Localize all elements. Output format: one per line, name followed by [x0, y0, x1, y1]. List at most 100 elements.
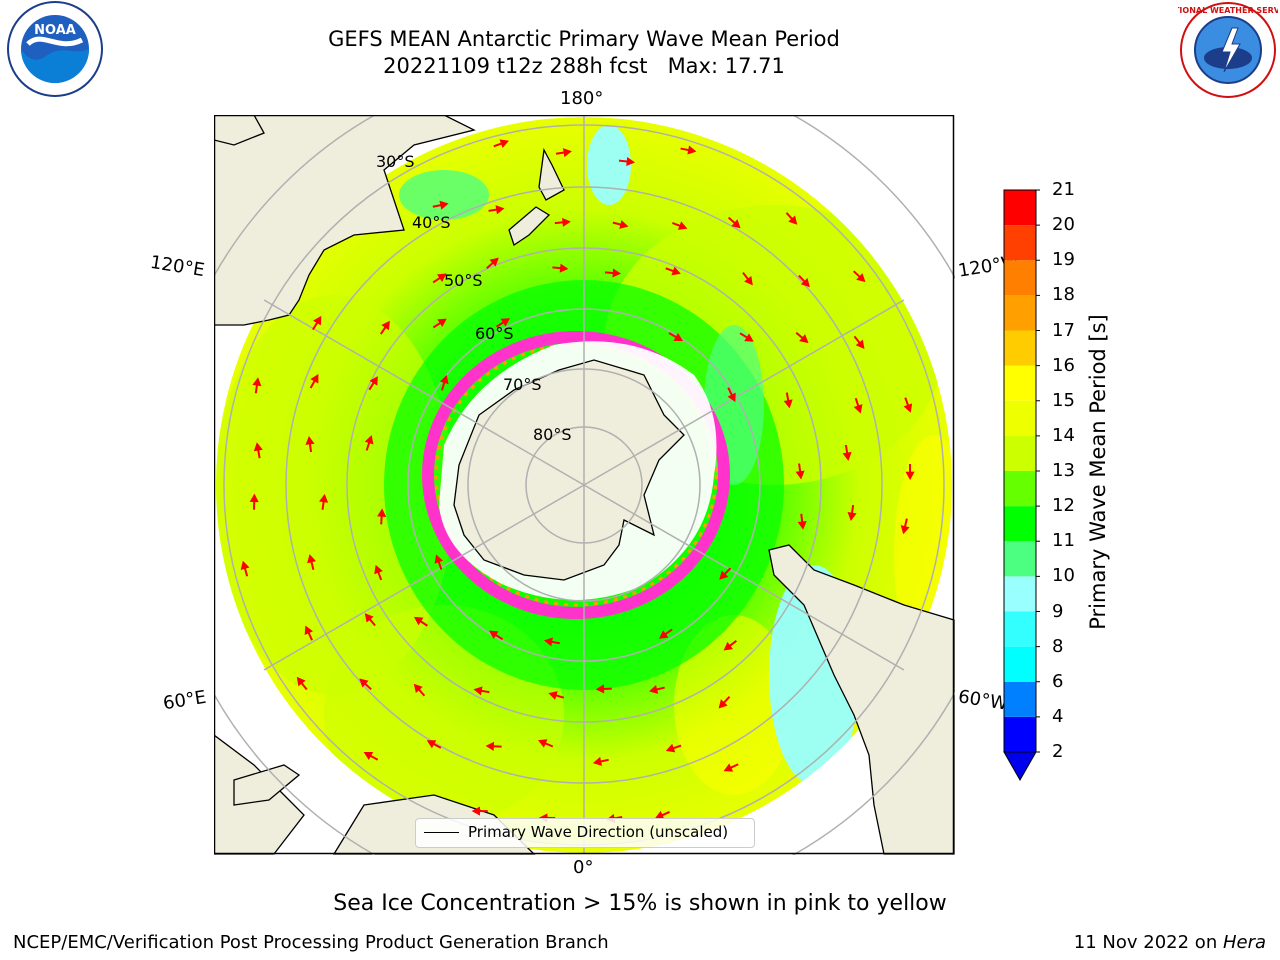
wave-arrow-head [310, 373, 319, 384]
lon-label-0: 0° [573, 857, 594, 878]
colorbar-ticks [1036, 189, 1040, 753]
wave-arrow-head [687, 145, 697, 155]
wave-arrow-head [562, 217, 571, 227]
colorbar-tick-label: 20 [1052, 214, 1075, 236]
wave-arrow-head [364, 435, 374, 445]
colorbar-tick-label: 10 [1052, 565, 1075, 587]
colorbar-cell [1004, 716, 1036, 752]
wave-arrow-head [719, 570, 729, 580]
wave-arrow-head [369, 376, 378, 386]
noaa-logo-text: NOAA [34, 23, 76, 38]
lon-label-120e: 120°E [148, 251, 207, 282]
colorbar-cell [1004, 576, 1036, 612]
lat-label-40s: 40°S [412, 213, 451, 232]
wave-arrow-head [489, 630, 499, 640]
wave-arrow-head [800, 278, 810, 288]
wave-arrow-head [437, 273, 447, 282]
wave-arrow-head [381, 320, 390, 331]
wave-arrow-head [595, 684, 605, 694]
chart-subtitle: 20221109 t12z 288h fcst Max: 17.71 [383, 54, 785, 78]
colorbar-tick-label: 18 [1052, 284, 1075, 306]
lon-label-60e: 60°E [161, 686, 208, 715]
wave-arrow-head [853, 404, 863, 414]
wave-arrow-head [495, 205, 505, 215]
lat-label-80s: 80°S [533, 425, 572, 444]
colorbar-cell [1004, 471, 1036, 507]
wave-arrow-head [673, 332, 684, 341]
colorbar-cell [1004, 295, 1036, 331]
colorbar-cell [1004, 225, 1036, 261]
wave-arrow-head [842, 451, 852, 461]
wave-arrow-head [377, 508, 387, 517]
lat-label-70s: 70°S [503, 375, 542, 394]
colorbar-cell [1004, 365, 1036, 401]
footer-credit: NCEP/EMC/Verification Post Processing Pr… [13, 932, 609, 953]
colorbar-cell [1004, 681, 1036, 717]
wave-arrow-head [296, 676, 306, 687]
wave-arrow-head [797, 520, 807, 530]
wave-arrow-head [855, 339, 865, 349]
lat-label-60s: 60°S [475, 324, 514, 343]
wave-arrow-head [677, 221, 688, 230]
colorbar-tick-label: 9 [1052, 600, 1064, 622]
wave-arrow-head [795, 470, 805, 480]
wave-arrow-head [253, 442, 263, 452]
wave-arrow-head [727, 392, 736, 403]
wave-arrow-head [359, 678, 369, 688]
colorbar-tick-label: 4 [1052, 705, 1064, 727]
wave-arrow-head [903, 403, 913, 413]
wave-arrow-head [847, 512, 857, 521]
australia-land [214, 115, 476, 326]
wave-arrow-head [619, 220, 629, 229]
wave-arrow-head [658, 630, 669, 639]
sea-ice-note: Sea Ice Concentration > 15% is shown in … [333, 891, 947, 916]
wave-arrow-head [665, 743, 676, 753]
colorbar [1003, 189, 1040, 782]
wave-arrow-head [626, 156, 636, 167]
wave-arrow-head [499, 139, 509, 148]
colorbar-cell [1004, 400, 1036, 436]
colorbar-tick-label: 17 [1052, 319, 1075, 341]
wave-arrow-head [723, 641, 733, 651]
wave-arrow-head [473, 686, 483, 696]
colorbar-cell [1004, 506, 1036, 542]
wave-arrow-head [249, 493, 259, 503]
colorbar-cell [1004, 541, 1036, 577]
wave-arrow-head [313, 315, 322, 326]
colorbar-tick-label: 15 [1052, 389, 1075, 411]
chart-title: GEFS MEAN Antarctic Primary Wave Mean Pe… [328, 27, 840, 51]
nws-logo-text: NATIONAL WEATHER SERVICE [1178, 6, 1278, 15]
wave-arrow-head [240, 560, 250, 570]
colorbar-cell [1004, 330, 1036, 366]
new-zealand-south-island [508, 206, 551, 247]
wave-arrow-head [489, 257, 499, 267]
colorbar-tick-label: 11 [1052, 530, 1075, 552]
colorbar-tick-label: 21 [1052, 179, 1075, 200]
colorbar-label: Primary Wave Mean Period [s] [1086, 314, 1110, 630]
colorbar-tick-label: 16 [1052, 354, 1075, 376]
wave-arrow-head [723, 763, 734, 772]
wave-arrow-head [305, 436, 315, 445]
lon-label-180: 180° [560, 88, 604, 109]
colorbar-tick-label: 14 [1052, 424, 1075, 446]
wave-arrow-head [434, 554, 444, 564]
wave-arrow-head [718, 699, 728, 709]
wave-arrow-head [437, 318, 447, 328]
wave-arrow-head [731, 219, 741, 229]
colorbar-tick-label: 19 [1052, 249, 1075, 271]
colorbar-cell [1004, 260, 1036, 296]
wave-arrow-head [439, 374, 449, 385]
wave-direction-arrows [240, 139, 915, 823]
sea-ice-ring [422, 331, 730, 619]
colorbar-cell [1004, 190, 1036, 226]
wave-arrow-head [649, 684, 659, 694]
wave-arrow-head [744, 333, 754, 342]
footer-host: Hera [1222, 932, 1266, 953]
wave-arrow-head [788, 215, 798, 225]
wave-arrow-head [304, 625, 313, 636]
colorbar-tick-label: 6 [1052, 670, 1064, 692]
wave-arrow-head [363, 751, 374, 761]
wave-arrow-head [783, 399, 793, 409]
colorbar-cell [1004, 435, 1036, 471]
legend-line-swatch [424, 832, 459, 833]
